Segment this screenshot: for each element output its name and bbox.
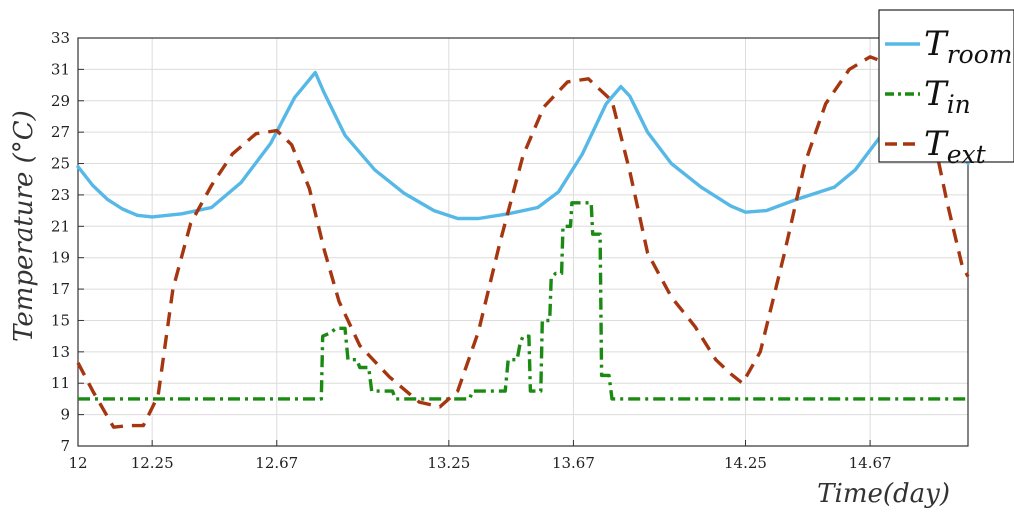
axis-ticks: 12 12.25 12.67 13.25 13.67 14.25 14.67 7 9 11 13 15… — [51, 29, 892, 472]
y-tick-label: 25 — [51, 155, 70, 173]
y-tick-label: 21 — [51, 217, 70, 235]
x-tick-label: 14.25 — [724, 454, 767, 472]
x-tick-label: 12.67 — [255, 454, 298, 472]
y-tick-label: 27 — [51, 123, 70, 141]
legend-label-main: T — [924, 124, 949, 164]
x-tick-label: 12 — [68, 454, 87, 472]
y-axis-label: Temperature (°C) — [9, 110, 39, 342]
legend-label-room: Troom — [924, 24, 1012, 69]
legend-label-ext: Text — [924, 124, 987, 169]
y-tick-label: 7 — [60, 437, 70, 455]
series-line-in — [78, 201, 968, 401]
y-tick-label: 11 — [51, 374, 70, 392]
plot-area-frame — [77, 37, 969, 447]
y-tick-label: 23 — [51, 186, 70, 204]
x-tick-label: 13.67 — [552, 454, 595, 472]
legend-label-subscript: in — [947, 90, 971, 119]
legend-label-subscript: room — [947, 40, 1013, 69]
legend-box — [878, 9, 1014, 163]
y-tick-label: 31 — [51, 60, 70, 78]
y-tick-label: 9 — [60, 406, 70, 424]
x-tick-label: 12.25 — [131, 454, 174, 472]
y-tick-label: 33 — [51, 29, 70, 47]
legend-label-subscript: ext — [947, 140, 987, 169]
y-tick-label: 19 — [51, 249, 70, 267]
y-tick-label: 29 — [51, 92, 70, 110]
x-tick-label: 13.25 — [427, 454, 470, 472]
legend-label-main: T — [924, 24, 949, 64]
y-tick-label: 15 — [51, 311, 70, 329]
y-tick-label: 13 — [51, 343, 70, 361]
x-axis-label: Time(day) — [817, 479, 950, 509]
y-tick-label: 17 — [51, 280, 70, 298]
grid-lines — [77, 37, 968, 447]
series-line-room — [76, 70, 970, 221]
legend-label-in: Tin — [924, 74, 971, 119]
x-tick-label: 14.67 — [849, 454, 892, 472]
legend-label-main: T — [924, 74, 949, 114]
series-line-ext — [76, 55, 970, 429]
data-series — [76, 55, 970, 429]
